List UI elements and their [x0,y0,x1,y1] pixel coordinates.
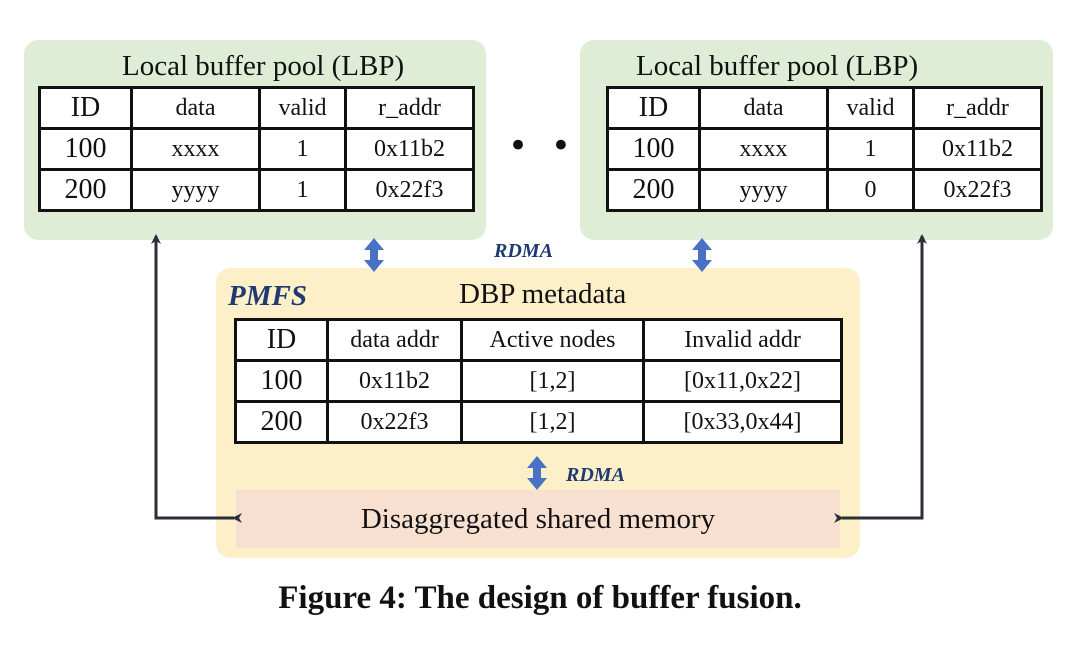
table-cell: yyyy [130,168,261,212]
header-cell: ID [606,86,701,130]
rdma-label-bottom: RDMA [566,464,625,486]
header-cell: data addr [326,318,463,362]
header-cell: r_addr [344,86,475,130]
left-connector-arrow [151,234,242,523]
table-row: 100 xxxx 1 0x11b2 [38,127,475,171]
table-row: 100 xxxx 1 0x11b2 [606,127,1043,171]
right-lbp-table: ID data valid r_addr 100 xxxx 1 0x11b2 2… [606,86,1043,212]
dbp-metadata-table: ID data addr Active nodes Invalid addr 1… [234,318,843,444]
table-cell: 0x22f3 [344,168,475,212]
right-connector-arrow [834,234,927,523]
header-cell: data [698,86,829,130]
table-cell: [0x33,0x44] [642,400,843,444]
header-cell: valid [258,86,347,130]
table-cell: 0x11b2 [912,127,1043,171]
table-cell: yyyy [698,168,829,212]
shared-memory-label: Disaggregated shared memory [360,502,716,535]
table-row: 200 0x22f3 [1,2] [0x33,0x44] [234,400,843,444]
rdma-double-arrow-right [692,238,712,272]
table-header-row: ID data valid r_addr [38,86,475,130]
figure-caption: Figure 4: The design of buffer fusion. [278,580,802,616]
header-cell: ID [38,86,133,130]
rdma-double-arrow-bottom [527,456,547,490]
table-header-row: ID data valid r_addr [606,86,1043,130]
table-cell: 0x22f3 [912,168,1043,212]
shared-memory-box: Disaggregated shared memory [236,490,840,548]
table-cell: 0x22f3 [326,400,463,444]
header-cell: r_addr [912,86,1043,130]
table-cell: 0x11b2 [344,127,475,171]
left-lbp-table: ID data valid r_addr 100 xxxx 1 0x11b2 2… [38,86,475,212]
right-lbp-title: Local buffer pool (LBP) [636,50,919,82]
table-cell: 200 [38,168,133,212]
table-cell: 100 [606,127,701,171]
rdma-double-arrow-left [364,238,384,272]
table-cell: 200 [606,168,701,212]
left-lbp-title: Local buffer pool (LBP) [122,50,405,82]
header-cell: Active nodes [460,318,645,362]
table-cell: 1 [258,168,347,212]
table-row: 200 yyyy 0 0x22f3 [606,168,1043,212]
table-cell: 100 [38,127,133,171]
table-cell: [1,2] [460,400,645,444]
table-row: 100 0x11b2 [1,2] [0x11,0x22] [234,359,843,403]
table-row: 200 yyyy 1 0x22f3 [38,168,475,212]
table-cell: xxxx [130,127,261,171]
table-cell: [1,2] [460,359,645,403]
table-cell: 0 [826,168,915,212]
table-header-row: ID data addr Active nodes Invalid addr [234,318,843,362]
header-cell: Invalid addr [642,318,843,362]
dbp-metadata-title: DBP metadata [459,278,627,310]
header-cell: valid [826,86,915,130]
header-cell: data [130,86,261,130]
table-cell: [0x11,0x22] [642,359,843,403]
table-cell: 0x11b2 [326,359,463,403]
rdma-label-top: RDMA [494,240,553,262]
table-cell: 1 [258,127,347,171]
table-cell: 1 [826,127,915,171]
table-cell: xxxx [698,127,829,171]
table-cell: 200 [234,400,329,444]
